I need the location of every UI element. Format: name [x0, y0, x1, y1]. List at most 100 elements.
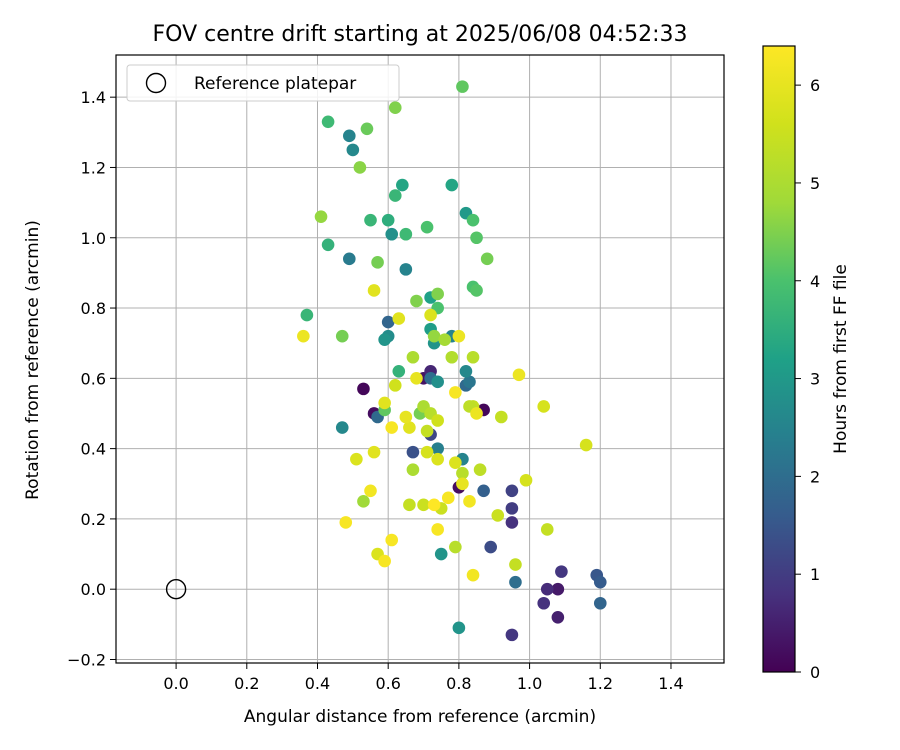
- legend-entry-reference: Reference platepar: [194, 74, 356, 94]
- data-point: [431, 375, 444, 389]
- data-point: [509, 558, 522, 571]
- y-tick-label: −0.2: [67, 650, 106, 669]
- data-point: [431, 452, 444, 466]
- data-point: [579, 438, 593, 452]
- y-tick-label: 1.2: [81, 158, 106, 177]
- data-point: [431, 523, 444, 536]
- y-tick-label: 0.4: [81, 440, 106, 459]
- data-point: [364, 213, 377, 227]
- x-tick-label: 0.0: [163, 674, 188, 693]
- data-point: [484, 540, 497, 554]
- data-point: [441, 491, 455, 505]
- colorbar-tick-label: 4: [810, 272, 820, 291]
- data-point: [505, 484, 519, 498]
- data-point: [420, 445, 434, 459]
- reference-marker-layer: [165, 578, 187, 600]
- data-point: [381, 315, 395, 329]
- x-axis-label: Angular distance from reference (arcmin): [244, 707, 596, 727]
- data-point: [463, 375, 476, 389]
- data-point: [449, 456, 462, 469]
- data-point: [371, 256, 384, 269]
- data-point: [466, 568, 480, 582]
- x-tick-label: 1.0: [517, 674, 542, 693]
- data-point: [297, 329, 310, 343]
- data-point: [470, 407, 483, 420]
- data-point: [420, 424, 434, 438]
- data-point: [392, 312, 406, 325]
- data-point: [537, 400, 551, 413]
- data-point: [512, 368, 526, 382]
- data-point: [367, 445, 381, 459]
- data-point: [378, 554, 391, 568]
- legend: Reference platepar: [126, 64, 400, 102]
- data-point: [353, 161, 367, 174]
- data-point: [350, 452, 363, 466]
- data-point: [445, 178, 459, 192]
- colorbar-tick-label: 2: [810, 467, 820, 486]
- data-point: [399, 227, 413, 241]
- colorbar-tick-label: 5: [810, 174, 820, 193]
- y-tick-label: 1.0: [81, 229, 106, 248]
- reference-point-marker: [165, 578, 187, 600]
- data-point: [410, 294, 423, 308]
- data-point: [314, 210, 328, 223]
- data-point: [424, 308, 437, 322]
- data-point: [343, 129, 356, 143]
- y-axis-label: Rotation from reference (arcmin): [23, 220, 43, 500]
- data-point: [480, 252, 494, 266]
- data-point: [406, 463, 420, 477]
- y-axis-ticks: −0.2 0.0 0.2 0.4 0.6 0.8 1.0 1.2 1.4: [67, 88, 116, 669]
- x-tick-label: 0.8: [446, 674, 471, 693]
- data-point: [551, 582, 565, 596]
- data-point: [385, 533, 399, 547]
- data-point: [456, 477, 469, 491]
- data-point: [449, 386, 462, 399]
- data-point: [420, 220, 434, 234]
- data-point: [434, 547, 448, 561]
- colorbar-ticks: 0 1 2 3 4 5 6: [795, 76, 820, 682]
- data-point: [321, 115, 335, 129]
- data-point: [449, 540, 462, 554]
- data-point: [519, 473, 533, 487]
- data-point: [431, 442, 444, 455]
- data-point: [378, 396, 391, 410]
- plot-area: [116, 55, 724, 663]
- colorbar-tick-label: 6: [810, 76, 820, 95]
- data-point: [473, 463, 487, 477]
- data-point: [335, 329, 349, 343]
- data-point: [456, 466, 469, 480]
- data-point: [399, 263, 413, 276]
- data-point: [406, 350, 420, 364]
- data-point: [551, 611, 565, 624]
- y-tick-label: 0.0: [81, 580, 106, 599]
- data-point: [403, 421, 416, 434]
- data-point: [388, 101, 402, 115]
- data-point: [540, 582, 554, 596]
- data-point: [540, 523, 554, 536]
- colorbar-tick-label: 1: [810, 565, 820, 584]
- data-point: [459, 365, 473, 378]
- data-point: [431, 287, 444, 301]
- chart-title: FOV centre drift starting at 2025/06/08 …: [153, 22, 688, 47]
- data-point: [406, 445, 420, 459]
- data-point: [300, 308, 314, 322]
- data-point: [357, 382, 370, 396]
- data-point: [466, 350, 480, 364]
- x-tick-label: 0.4: [305, 674, 330, 693]
- data-point: [385, 421, 399, 434]
- data-point: [463, 495, 476, 508]
- data-point: [505, 516, 519, 529]
- colorbar-label: Hours from first FF file: [831, 264, 851, 454]
- data-point: [335, 421, 349, 434]
- data-point: [364, 484, 377, 498]
- colorbar-tick-label: 0: [810, 663, 820, 682]
- data-point: [505, 628, 519, 642]
- data-point: [509, 575, 522, 589]
- data-point: [537, 596, 551, 610]
- data-point: [466, 213, 480, 227]
- y-tick-label: 1.4: [81, 88, 106, 107]
- data-point: [470, 284, 483, 297]
- data-point: [445, 350, 459, 364]
- data-point: [399, 410, 413, 424]
